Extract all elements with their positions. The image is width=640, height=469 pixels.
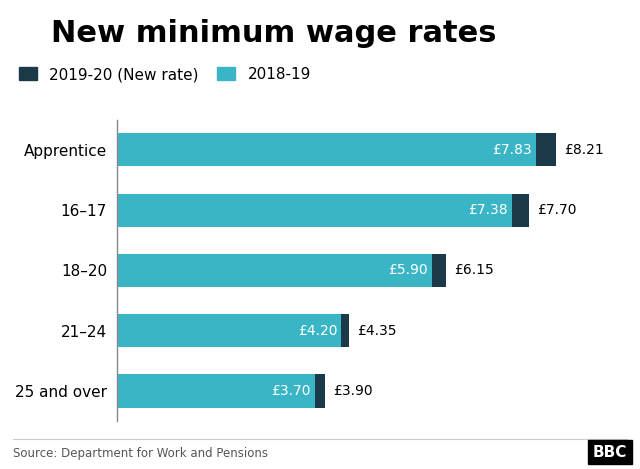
Bar — [511, 194, 529, 227]
Text: Source: Department for Work and Pensions: Source: Department for Work and Pensions — [13, 446, 268, 460]
Bar — [116, 314, 341, 348]
Text: £4.35: £4.35 — [358, 324, 397, 338]
Text: £7.70: £7.70 — [537, 203, 576, 217]
Text: £8.21: £8.21 — [564, 143, 604, 157]
Text: BBC: BBC — [593, 445, 627, 460]
Text: £4.20: £4.20 — [298, 324, 337, 338]
Text: £3.70: £3.70 — [271, 384, 310, 398]
Bar — [315, 374, 325, 408]
Bar — [116, 254, 433, 287]
Bar — [116, 133, 536, 166]
Bar — [116, 194, 511, 227]
Text: £7.83: £7.83 — [492, 143, 531, 157]
Text: £5.90: £5.90 — [388, 264, 428, 277]
Text: New minimum wage rates: New minimum wage rates — [51, 19, 497, 48]
Legend: 2019-20 (New rate), 2018-19: 2019-20 (New rate), 2018-19 — [13, 61, 317, 88]
Bar — [116, 374, 315, 408]
Bar — [433, 254, 446, 287]
Text: £3.90: £3.90 — [333, 384, 373, 398]
Bar — [341, 314, 349, 348]
Text: £7.38: £7.38 — [468, 203, 508, 217]
Text: £6.15: £6.15 — [454, 264, 493, 277]
Bar — [536, 133, 556, 166]
